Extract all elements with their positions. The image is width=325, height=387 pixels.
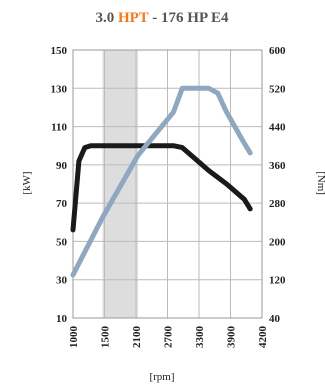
x-axis-label: [rpm]: [149, 371, 174, 383]
x-tick-label: 4200: [257, 326, 269, 349]
y-right-tick-label: 200: [269, 236, 286, 248]
y-axis-left-label: [kW]: [21, 171, 33, 194]
y-axis-left-ticks: 150 130 110 90 70 50 30 10: [51, 45, 68, 325]
y-right-tick-label: 40: [269, 313, 281, 325]
y-right-tick-label: 360: [269, 160, 286, 172]
y-left-tick-label: 90: [56, 160, 68, 172]
y-left-tick-label: 130: [51, 83, 68, 95]
plot-frame: [72, 49, 263, 319]
series-layer: [70, 85, 253, 278]
grid: [72, 49, 263, 319]
torque-curve-line: [70, 85, 253, 278]
y-left-tick-label: 70: [56, 198, 68, 210]
x-tick-label: 3300: [194, 326, 206, 349]
y-left-tick-label: 50: [56, 236, 68, 248]
y-left-tick-label: 110: [51, 122, 67, 134]
y-left-tick-label: 10: [56, 313, 68, 325]
title-prefix: 3.0: [95, 10, 118, 26]
y-left-tick-label: 30: [56, 275, 68, 287]
y-right-tick-label: 440: [269, 122, 286, 134]
y-axis-right-ticks: 600 520 440 360 280 200 120 40: [269, 45, 286, 325]
y-right-tick-label: 600: [269, 45, 286, 57]
x-tick-label: 2700: [163, 326, 175, 349]
x-tick-label: 1500: [100, 326, 112, 349]
x-tick-label: 1000: [68, 326, 80, 349]
title-suffix: - 176 HP E4: [149, 10, 230, 26]
y-right-tick-label: 280: [269, 198, 286, 210]
y-right-tick-label: 520: [269, 83, 286, 95]
chart-title: 3.0 HPT - 176 HP E4: [95, 10, 229, 26]
y-left-tick-label: 150: [51, 45, 68, 57]
y-axis-right-label: [Nm]: [315, 171, 325, 195]
y-right-tick-label: 120: [269, 275, 286, 287]
title-highlight: HPT: [118, 10, 149, 26]
x-axis-ticks: 1000 1500 2100 2700 3300 3900 4200: [68, 326, 269, 349]
power-curve-line: [70, 143, 253, 233]
x-tick-label: 2100: [131, 326, 143, 349]
x-tick-label: 3900: [226, 326, 238, 349]
